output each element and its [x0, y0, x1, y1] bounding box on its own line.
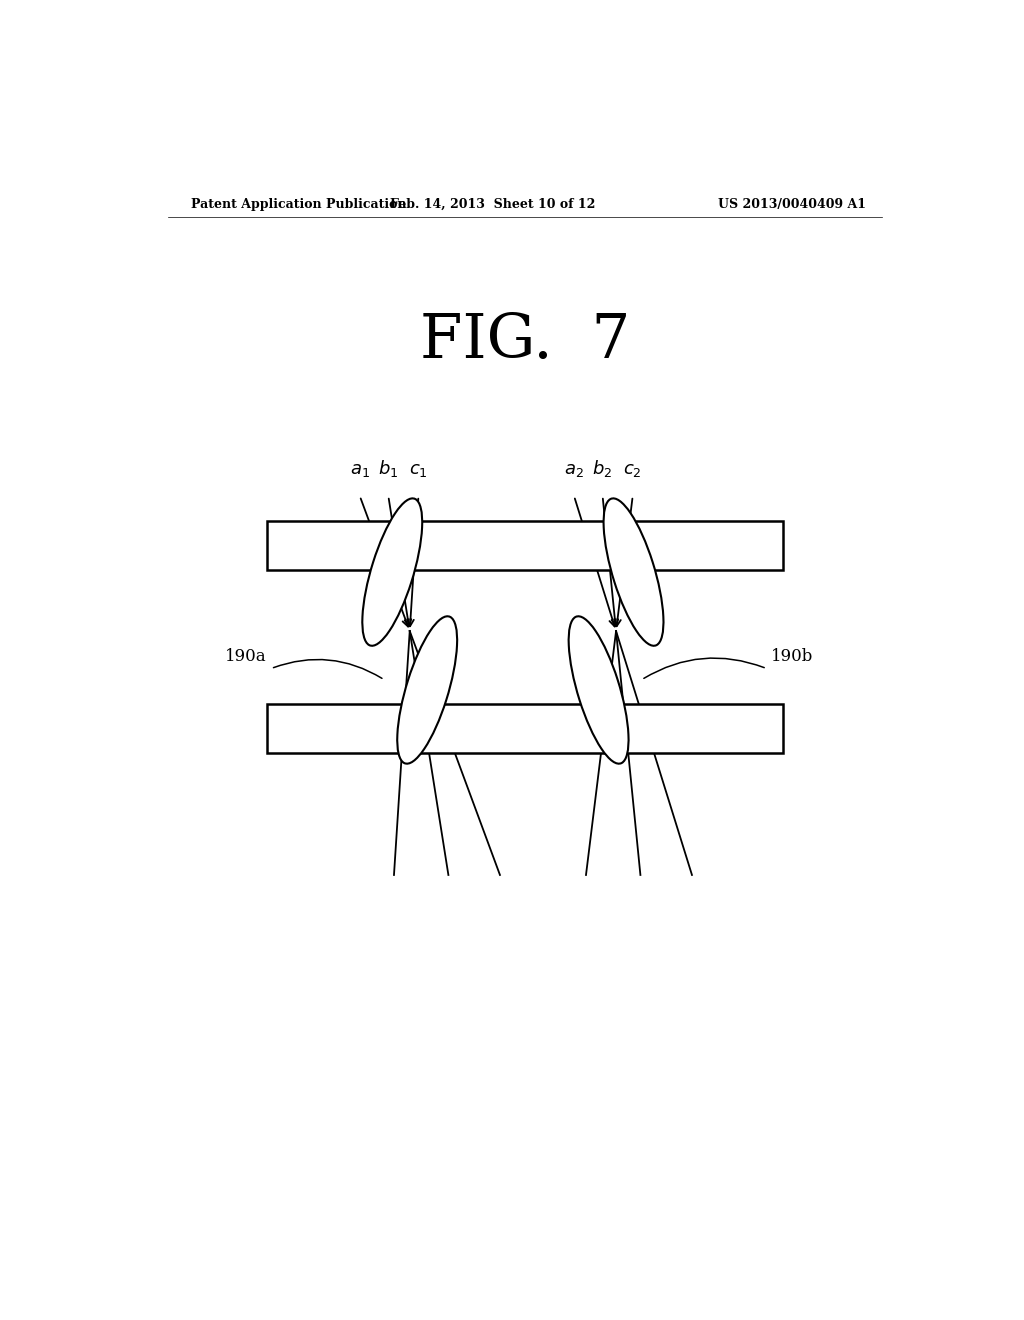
Ellipse shape: [397, 616, 457, 764]
Text: Patent Application Publication: Patent Application Publication: [191, 198, 407, 211]
Text: $c_2$: $c_2$: [624, 461, 642, 479]
Bar: [267, 521, 782, 570]
Text: $b_2$: $b_2$: [593, 458, 612, 479]
Text: $b_1$: $b_1$: [378, 458, 398, 479]
Text: $a_2$: $a_2$: [564, 461, 584, 479]
Ellipse shape: [362, 499, 422, 645]
Text: Feb. 14, 2013  Sheet 10 of 12: Feb. 14, 2013 Sheet 10 of 12: [390, 198, 596, 211]
Text: $a_1$: $a_1$: [350, 461, 370, 479]
Text: 190b: 190b: [771, 648, 813, 665]
Text: $c_1$: $c_1$: [409, 461, 428, 479]
Text: 190a: 190a: [225, 648, 267, 665]
Text: FIG.  7: FIG. 7: [420, 312, 630, 371]
Text: US 2013/0040409 A1: US 2013/0040409 A1: [718, 198, 866, 211]
Ellipse shape: [603, 499, 664, 645]
Ellipse shape: [568, 616, 629, 764]
Bar: [267, 704, 782, 752]
